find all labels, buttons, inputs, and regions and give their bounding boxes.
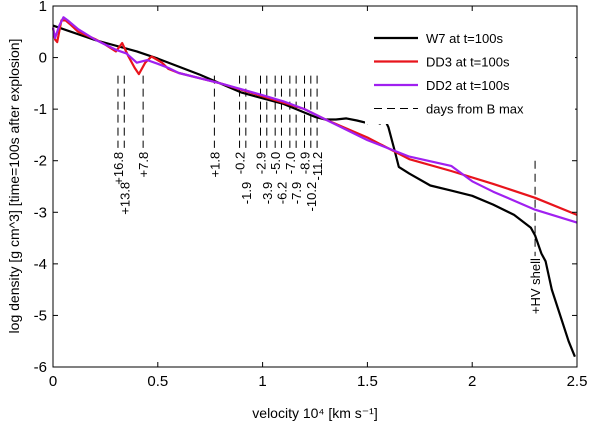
series-line-2 [51, 16, 578, 224]
x-axis-ticks: 0 0.5 1 1.5 2 2.5 [49, 6, 588, 390]
y-tick-label: 0 [39, 50, 47, 67]
y-tick-label: -1 [34, 101, 47, 118]
day-marker-label: +HV shell [528, 258, 543, 314]
y-tick-label: -5 [34, 307, 47, 324]
legend-label: W7 at t=100s [426, 31, 503, 46]
day-marker-label: -3.9 [260, 182, 275, 204]
day-marker-label: +7.8 [136, 152, 151, 178]
day-marker-label: +1.8 [207, 152, 222, 178]
day-marker-label: -11.2 [310, 152, 325, 181]
y-axis-label: log density [g cm^3] [time=100s after ex… [6, 39, 22, 334]
legend-label: DD2 at t=100s [426, 78, 510, 93]
y-tick-label: -2 [34, 153, 47, 170]
y-tick-label: -4 [34, 256, 47, 273]
day-marker-labels: +16.8+13.8 +7.8 +1.8 -0.2 -1.9-2.9 -3.9 -5.0 -6… [111, 152, 543, 314]
y-tick-label: -3 [34, 204, 47, 221]
x-tick-label: 2 [468, 373, 476, 390]
day-marker-lines [117, 75, 536, 257]
x-tick-label: 2.5 [567, 373, 588, 390]
day-marker-label: -1.9 [239, 182, 254, 204]
day-marker-label: -6.2 [274, 182, 289, 204]
day-marker-label: +16.8 [111, 152, 126, 185]
day-marker-label: -2.9 [254, 152, 269, 174]
y-tick-label: 1 [39, 0, 47, 15]
legend-label: DD3 at t=100s [426, 55, 510, 70]
legend: W7 at t=100s DD3 at t=100s DD2 at t=100s da… [365, 22, 575, 124]
day-marker-label: +13.8 [117, 182, 132, 215]
legend-label: days from B max [426, 102, 524, 117]
day-marker-label: -7.9 [289, 182, 304, 204]
day-marker-label: -10.2 [304, 182, 319, 212]
day-marker-label: -5.0 [268, 152, 283, 174]
y-axis-ticks: 1 0 -1 -2 -3 -4 -5 -6 [34, 0, 577, 376]
plot-frame [52, 5, 578, 368]
x-tick-label: 1 [258, 373, 266, 390]
x-tick-label: 0 [49, 373, 57, 390]
y-tick-label: -6 [34, 359, 47, 376]
x-tick-label: 1.5 [357, 373, 378, 390]
day-marker-label: -7.0 [283, 152, 298, 174]
series-line-0 [52, 24, 576, 358]
x-tick-label: 0.5 [147, 373, 168, 390]
x-axis-label: velocity 10⁴ [km s⁻¹] [252, 405, 377, 421]
day-marker-label: -0.2 [233, 152, 248, 174]
day-marker-label: -8.9 [298, 152, 313, 174]
series-lines [51, 16, 578, 358]
